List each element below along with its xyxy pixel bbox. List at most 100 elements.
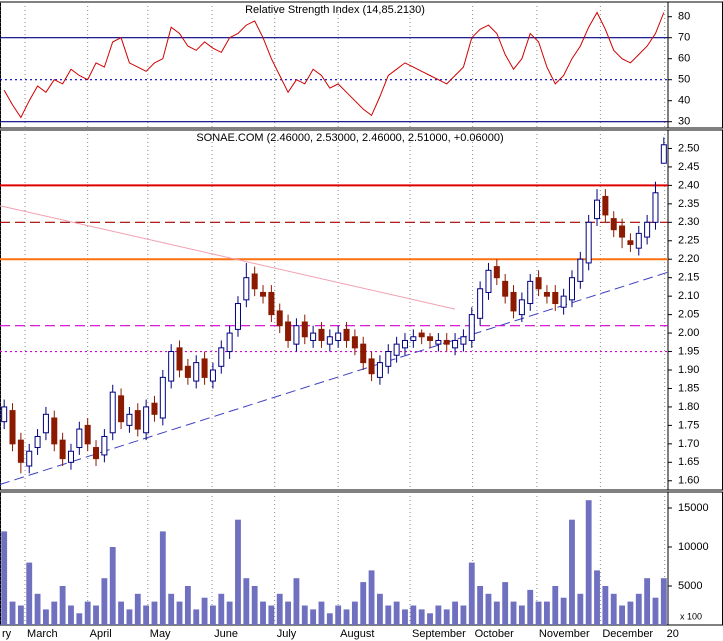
candle-body xyxy=(460,336,467,345)
y-tick-label: 2.20 xyxy=(678,253,699,265)
volume-bar xyxy=(101,578,108,625)
candle-body xyxy=(301,321,308,338)
y-tick-label: 2.40 xyxy=(678,179,699,191)
y-tick-label: 10000 xyxy=(678,541,709,553)
x-tick-label: July xyxy=(277,628,297,640)
y-tick-label: 70 xyxy=(678,32,690,44)
volume-bar xyxy=(468,562,475,625)
volume-bar xyxy=(410,605,417,625)
volume-bar xyxy=(477,585,484,625)
candle-body xyxy=(226,332,233,353)
candle-body xyxy=(644,221,651,238)
volume-bar xyxy=(619,605,625,625)
volume-bar xyxy=(652,597,659,625)
candle-body xyxy=(34,435,41,449)
candle-body xyxy=(193,362,200,382)
candle-body xyxy=(134,410,141,430)
y-tick-label: 1.60 xyxy=(678,475,699,487)
y-tick-label: 60 xyxy=(678,53,690,65)
candle-body xyxy=(594,199,601,220)
candle-body xyxy=(635,232,642,249)
y-tick-label: 50 xyxy=(678,74,690,86)
candle-body xyxy=(543,291,550,297)
volume-bar xyxy=(343,609,350,625)
volume-bar xyxy=(335,605,342,625)
volume-bar xyxy=(17,605,24,625)
volume-bar xyxy=(326,613,333,625)
candle-body xyxy=(510,291,517,312)
candle-body xyxy=(151,402,158,415)
candle-body xyxy=(276,310,283,327)
volume-bar xyxy=(377,593,383,625)
candle-body xyxy=(1,406,8,423)
candle-body xyxy=(243,277,250,301)
candle-body xyxy=(610,218,617,231)
volume-bar xyxy=(460,605,467,625)
candle-body xyxy=(184,365,191,378)
trend-line xyxy=(0,271,669,485)
candle-body xyxy=(410,336,417,341)
volume-bar xyxy=(385,605,392,625)
candle-body xyxy=(652,192,659,223)
unit-label: x 100 xyxy=(680,611,702,621)
candle-body xyxy=(251,273,258,290)
candle-body xyxy=(218,347,225,367)
x-tick-label: November xyxy=(539,628,590,640)
volume-bar xyxy=(393,601,400,625)
volume-bar xyxy=(210,605,216,625)
rsi-line xyxy=(3,11,665,119)
volume-bar xyxy=(594,570,600,625)
volume-bar xyxy=(151,601,158,625)
candle-body xyxy=(84,424,91,445)
volume-bar xyxy=(43,609,49,625)
x-tick-label: 20 xyxy=(667,628,679,640)
candle-body xyxy=(452,339,459,349)
volume-bar xyxy=(51,601,58,625)
candle-body xyxy=(493,266,500,279)
candle-body xyxy=(101,435,108,456)
volume-bar xyxy=(76,613,83,625)
candle-body xyxy=(326,336,333,345)
y-tick-label: 1.80 xyxy=(678,401,699,413)
volume-bar xyxy=(26,562,33,625)
volume-bar xyxy=(176,601,183,625)
candle-body xyxy=(602,195,609,216)
candle-body xyxy=(285,321,292,341)
panel-title: SONAE.COM (2.46000, 2.53000, 2.46000, 2.… xyxy=(196,132,503,144)
x-tick-label: October xyxy=(475,628,514,640)
candle-body xyxy=(26,450,33,467)
y-tick-label: 40 xyxy=(678,95,690,107)
volume-bar xyxy=(109,546,116,625)
volume-bar xyxy=(552,585,559,625)
volume-bar xyxy=(535,601,542,625)
y-tick-label: 2.35 xyxy=(678,198,699,210)
candle-body xyxy=(310,332,317,341)
candle-body xyxy=(335,332,342,341)
candle-body xyxy=(268,291,275,316)
x-tick-label: December xyxy=(602,628,653,640)
volume-bar xyxy=(560,597,567,625)
candle-body xyxy=(660,144,667,164)
candle-body xyxy=(443,339,450,345)
volume-bar xyxy=(435,605,442,625)
candle-body xyxy=(627,240,634,245)
volume-bar xyxy=(260,601,266,625)
y-tick-label: 80 xyxy=(678,11,690,23)
volume-bar xyxy=(184,585,191,625)
volume-bar xyxy=(610,593,617,625)
x-tick-label: September xyxy=(412,628,466,640)
volume-bar xyxy=(544,601,550,625)
candle-body xyxy=(485,269,492,293)
volume-bar xyxy=(143,605,150,625)
y-tick-label: 2.30 xyxy=(678,216,699,228)
x-tick-label: March xyxy=(27,628,58,640)
candle-body xyxy=(385,351,392,367)
x-tick-label: August xyxy=(340,628,374,640)
candle-body xyxy=(17,439,24,463)
volume-bar xyxy=(301,605,308,625)
candle-body xyxy=(176,347,183,371)
candle-body xyxy=(518,299,525,316)
candle-body xyxy=(418,332,425,338)
volume-bar xyxy=(235,519,241,625)
